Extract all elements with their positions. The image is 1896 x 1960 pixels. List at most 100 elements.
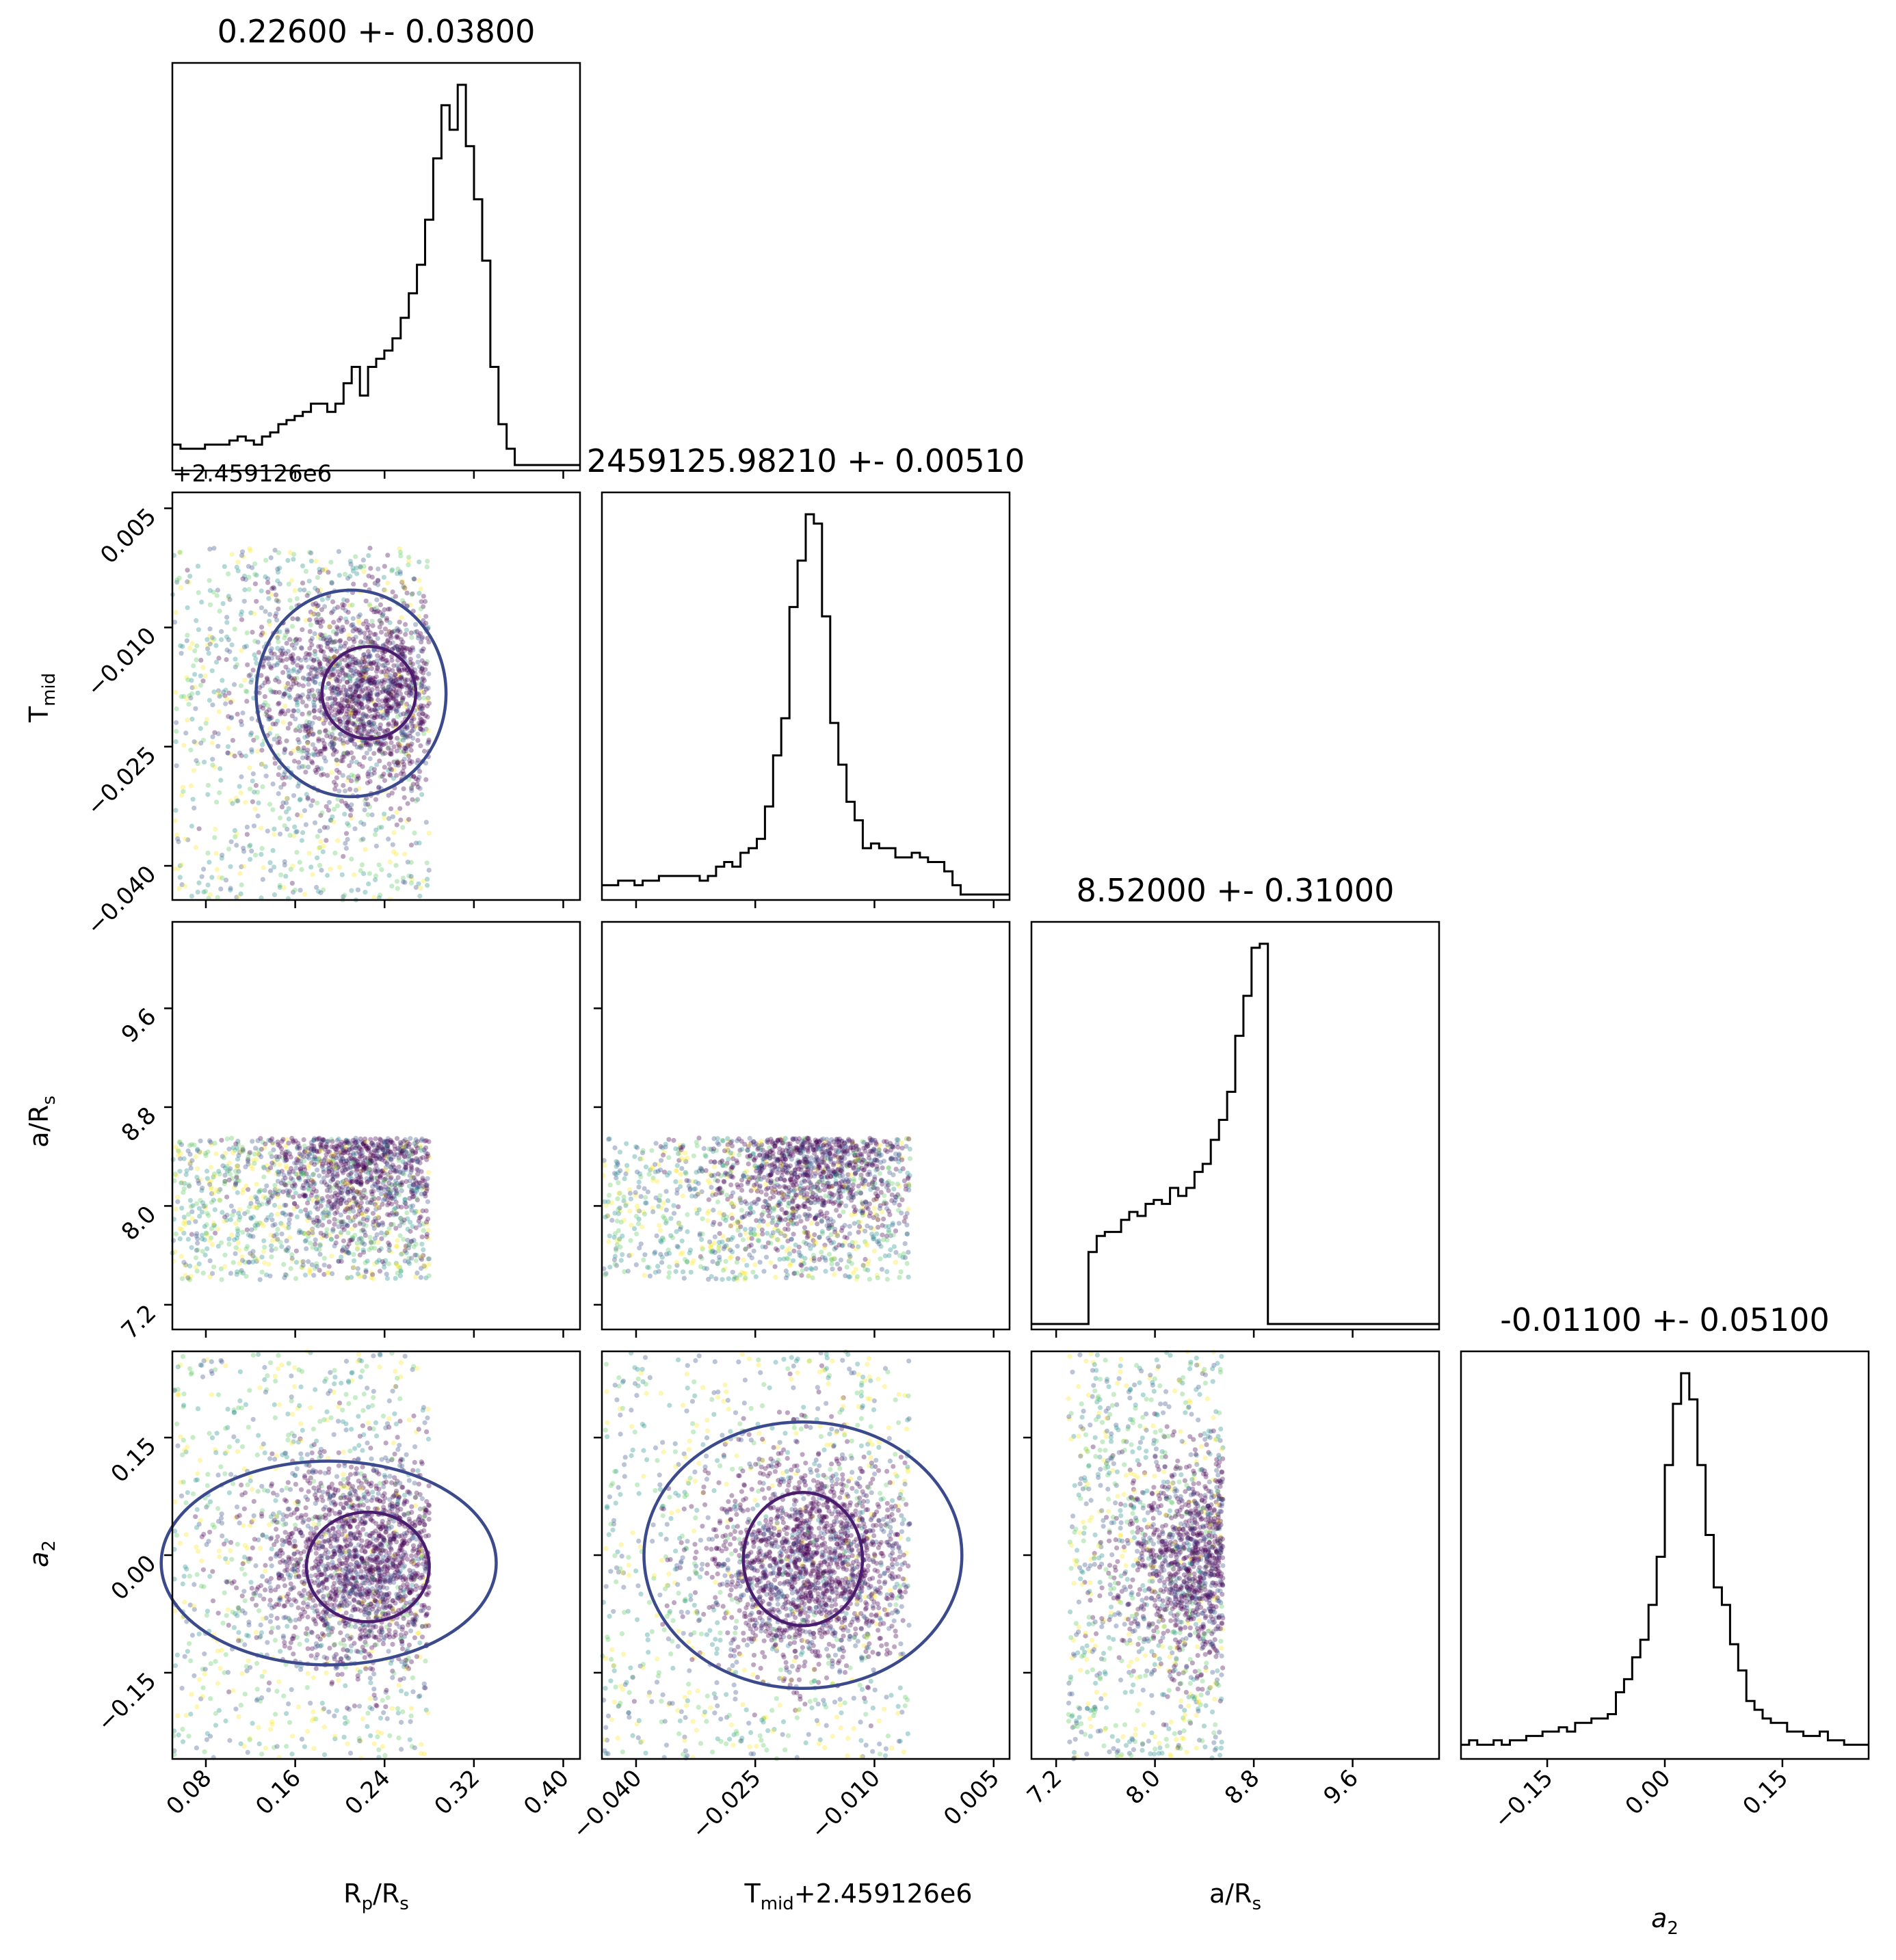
scatter-point xyxy=(205,637,210,642)
scatter-point xyxy=(244,630,250,636)
scatter-point xyxy=(401,762,407,767)
scatter-point xyxy=(627,1208,633,1214)
scatter-point xyxy=(867,1277,872,1282)
scatter-point xyxy=(423,777,429,782)
scatter-point xyxy=(369,680,374,686)
scatter-point xyxy=(393,720,399,726)
scatter-point xyxy=(393,682,399,687)
scatter-point xyxy=(396,672,401,677)
scatter-point xyxy=(261,1249,267,1254)
scatter-point xyxy=(385,727,391,732)
scatter-point xyxy=(326,1219,332,1225)
scatter-point xyxy=(217,1197,223,1203)
scatter-point xyxy=(206,650,211,656)
scatter-point xyxy=(367,746,373,752)
scatter-point xyxy=(212,1230,218,1236)
scatter-point xyxy=(318,632,324,637)
scatter-point xyxy=(383,665,389,671)
scatter-point xyxy=(404,627,410,633)
scatter-point xyxy=(328,559,334,565)
scatter-point xyxy=(395,886,400,891)
scatter-point xyxy=(304,733,311,739)
scatter-point xyxy=(287,1180,292,1186)
scatter-point xyxy=(321,1256,327,1261)
scatter-point xyxy=(265,703,271,708)
scatter-point xyxy=(898,1269,904,1275)
scatter-point xyxy=(830,1267,835,1272)
scatter-point xyxy=(300,675,306,680)
scatter-point xyxy=(306,1259,311,1264)
scatter-point xyxy=(337,718,343,724)
scatter-point xyxy=(320,849,326,854)
scatter-point xyxy=(319,648,324,654)
scatter-point xyxy=(248,548,253,553)
scatter-point xyxy=(334,1234,339,1240)
scatter-point xyxy=(297,724,302,729)
scatter-point xyxy=(419,1234,425,1240)
scatter-point xyxy=(306,682,311,687)
scatter-point xyxy=(387,1191,393,1196)
scatter-point xyxy=(303,822,308,827)
scatter-point xyxy=(264,1183,269,1189)
scatter-point xyxy=(279,804,285,810)
scatter-point xyxy=(286,671,291,676)
scatter-point xyxy=(282,1158,288,1164)
scatter-point xyxy=(315,602,321,608)
scatter-point xyxy=(246,1155,251,1161)
scatter-point xyxy=(787,1163,793,1169)
scatter-point xyxy=(391,776,397,781)
scatter-point xyxy=(400,769,406,774)
scatter-point xyxy=(226,726,231,731)
scatter-point xyxy=(195,1166,200,1171)
scatter-point xyxy=(302,587,307,593)
scatter-point xyxy=(337,660,342,666)
scatter-point xyxy=(177,550,183,555)
scatter-point xyxy=(384,615,390,621)
scatter-point xyxy=(187,1197,193,1203)
scatter-point xyxy=(355,1245,360,1250)
scatter-point xyxy=(198,1138,203,1143)
scatter-point xyxy=(374,692,380,698)
scatter-point xyxy=(711,1164,717,1169)
scatter-point xyxy=(343,693,348,698)
scatter-point xyxy=(907,1156,913,1161)
scatter-point xyxy=(368,1176,374,1182)
scatter-point xyxy=(211,1220,217,1226)
scatter-point xyxy=(349,694,354,700)
scatter-point xyxy=(248,680,254,685)
scatter-point xyxy=(353,554,358,559)
scatter-point xyxy=(328,817,333,823)
scatter-point xyxy=(347,763,352,769)
scatter-point xyxy=(330,599,336,605)
scatter-point xyxy=(408,843,414,848)
scatter-point xyxy=(354,680,359,687)
scatter-point xyxy=(312,715,317,720)
scatter-point xyxy=(272,1221,278,1228)
scatter-point xyxy=(306,579,312,584)
scatter-point xyxy=(418,743,423,749)
scatter-point xyxy=(709,1184,714,1190)
scatter-point xyxy=(311,708,317,713)
scatter-point xyxy=(238,790,243,795)
scatter-point xyxy=(335,669,341,674)
scatter-point xyxy=(380,1222,386,1228)
scatter-point xyxy=(373,1148,379,1154)
scatter-point xyxy=(323,685,328,690)
scatter-point xyxy=(407,704,412,710)
scatter-point xyxy=(376,1221,382,1227)
scatter-point xyxy=(342,1180,347,1185)
scatter-point xyxy=(326,1264,332,1269)
scatter-point xyxy=(302,1164,307,1169)
scatter-point xyxy=(417,591,422,596)
scatter-point xyxy=(288,656,293,661)
scatter-point xyxy=(401,786,406,791)
scatter-point xyxy=(411,1244,417,1249)
scatter-point xyxy=(182,884,187,889)
scatter-point xyxy=(295,616,300,622)
scatter-point xyxy=(364,750,369,756)
scatter-point xyxy=(226,571,231,577)
scatter-point xyxy=(181,789,186,794)
scatter-point xyxy=(345,719,350,725)
scatter-point xyxy=(181,1260,187,1265)
scatter-point xyxy=(202,1223,207,1230)
